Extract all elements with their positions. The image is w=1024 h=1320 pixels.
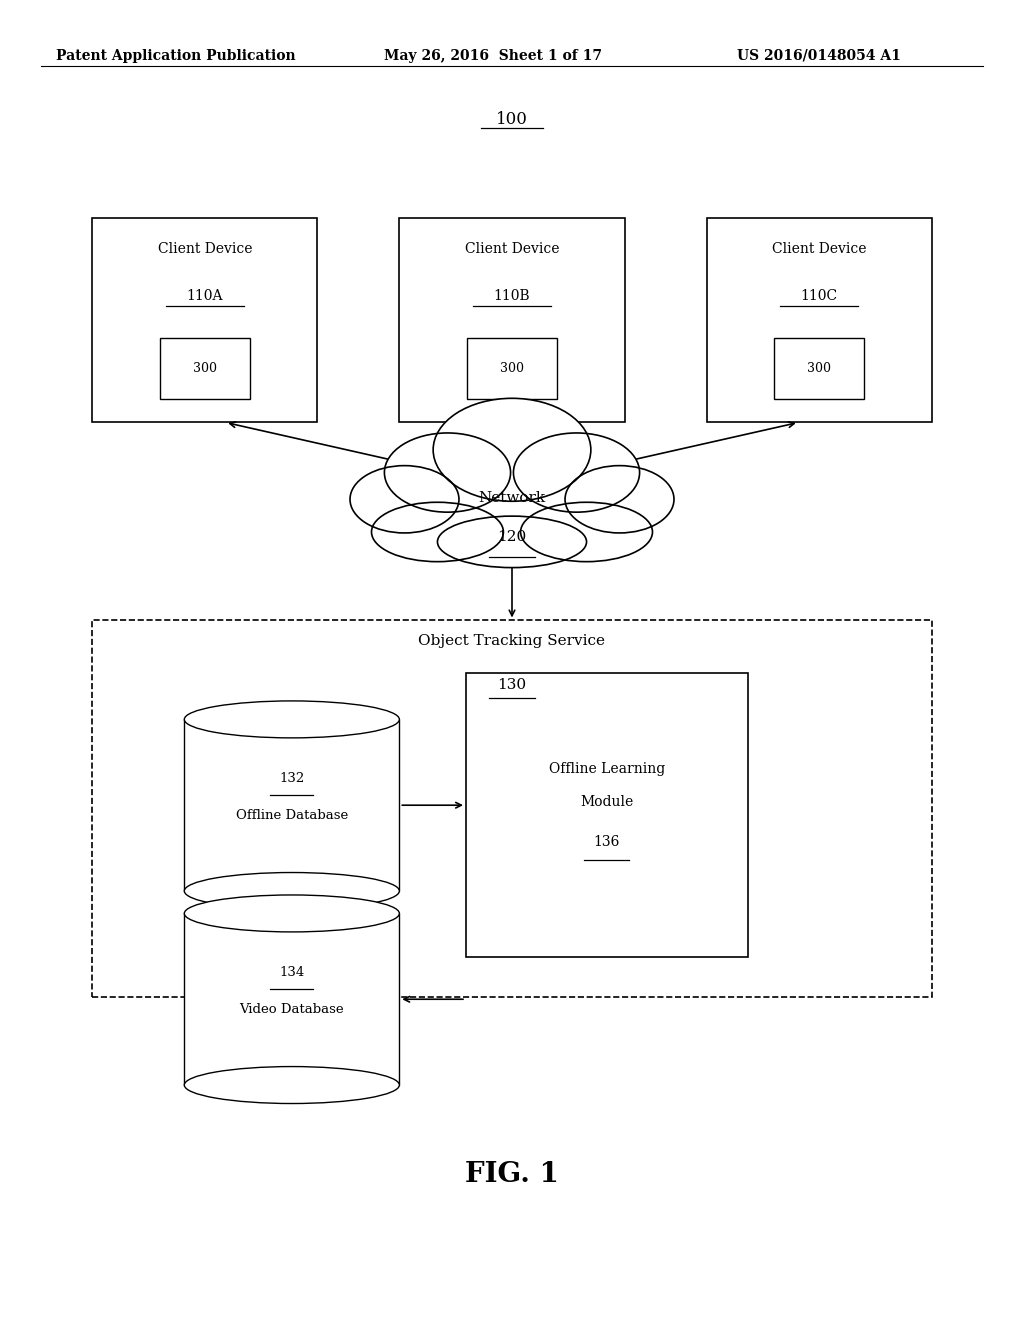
Text: Patent Application Publication: Patent Application Publication: [56, 49, 296, 63]
Text: 136: 136: [594, 834, 620, 849]
Text: FIG. 1: FIG. 1: [465, 1162, 559, 1188]
Text: Client Device: Client Device: [158, 242, 252, 256]
Text: Network: Network: [478, 491, 546, 504]
Ellipse shape: [513, 433, 640, 512]
Text: Client Device: Client Device: [465, 242, 559, 256]
FancyBboxPatch shape: [774, 338, 864, 399]
Text: Offline Learning: Offline Learning: [549, 762, 665, 776]
Text: 300: 300: [807, 362, 831, 375]
Text: 132: 132: [280, 772, 304, 785]
Text: 300: 300: [500, 362, 524, 375]
Text: Client Device: Client Device: [772, 242, 866, 256]
Text: Offline Database: Offline Database: [236, 809, 348, 822]
Text: 110A: 110A: [186, 289, 223, 304]
FancyBboxPatch shape: [707, 218, 932, 422]
Text: 110B: 110B: [494, 289, 530, 304]
FancyBboxPatch shape: [467, 338, 557, 399]
Ellipse shape: [184, 701, 399, 738]
Text: 110C: 110C: [801, 289, 838, 304]
Text: Module: Module: [580, 795, 634, 809]
FancyBboxPatch shape: [92, 620, 932, 997]
Text: US 2016/0148054 A1: US 2016/0148054 A1: [737, 49, 901, 63]
Ellipse shape: [565, 466, 674, 533]
Ellipse shape: [372, 502, 504, 562]
FancyBboxPatch shape: [160, 338, 250, 399]
Ellipse shape: [384, 433, 511, 512]
Ellipse shape: [350, 466, 459, 533]
FancyBboxPatch shape: [466, 673, 748, 957]
Ellipse shape: [520, 502, 652, 562]
Text: 130: 130: [498, 678, 526, 693]
Text: 300: 300: [193, 362, 217, 375]
Ellipse shape: [184, 873, 399, 909]
Text: 134: 134: [280, 966, 304, 979]
Text: 100: 100: [496, 111, 528, 128]
FancyBboxPatch shape: [184, 913, 399, 1085]
Ellipse shape: [433, 399, 591, 502]
Ellipse shape: [184, 895, 399, 932]
Text: May 26, 2016  Sheet 1 of 17: May 26, 2016 Sheet 1 of 17: [384, 49, 602, 63]
Text: 120: 120: [498, 531, 526, 544]
FancyBboxPatch shape: [399, 218, 625, 422]
Ellipse shape: [184, 1067, 399, 1104]
FancyBboxPatch shape: [92, 218, 317, 422]
Text: Video Database: Video Database: [240, 1003, 344, 1016]
Ellipse shape: [437, 516, 587, 568]
Text: Object Tracking Service: Object Tracking Service: [419, 634, 605, 648]
FancyBboxPatch shape: [184, 719, 399, 891]
